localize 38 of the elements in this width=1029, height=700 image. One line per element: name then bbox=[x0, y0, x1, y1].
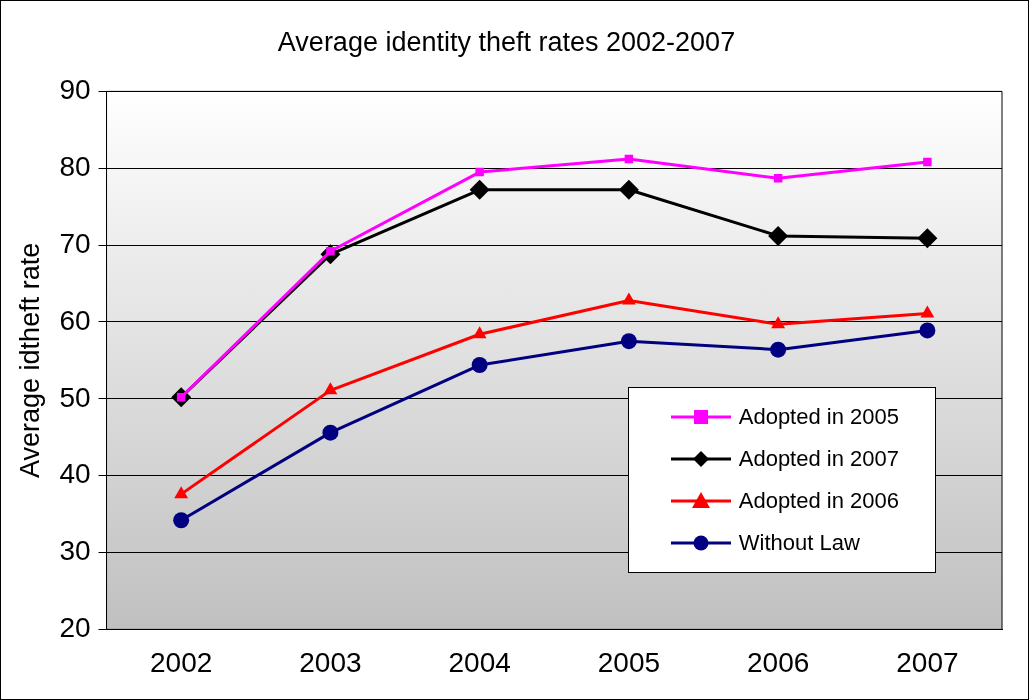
point bbox=[475, 167, 484, 177]
chart-title: Average identity theft rates 2002-2007 bbox=[277, 26, 736, 57]
legend-label: Adopted in 2005 bbox=[738, 404, 899, 430]
point bbox=[920, 305, 935, 318]
point bbox=[923, 157, 932, 167]
legend-label: Adopted in 2006 bbox=[738, 488, 899, 514]
point bbox=[174, 486, 189, 499]
x-tick-label: 2002 bbox=[150, 646, 213, 678]
x-tick-label: 2004 bbox=[448, 646, 511, 678]
y-axis-title: Average idtheft rate bbox=[14, 242, 45, 478]
legend-label: Without Law bbox=[738, 530, 860, 556]
y-tick-label: 80 bbox=[59, 150, 91, 182]
x-tick-label: 2006 bbox=[746, 646, 810, 678]
y-tick-label: 60 bbox=[59, 304, 91, 336]
point bbox=[471, 357, 488, 374]
point bbox=[771, 316, 786, 329]
legend-label: Adopted in 2007 bbox=[738, 446, 899, 472]
point bbox=[322, 424, 339, 441]
point bbox=[323, 382, 338, 395]
x-tick-label: 2005 bbox=[597, 646, 661, 678]
y-tick-label: 30 bbox=[59, 535, 91, 567]
point bbox=[620, 333, 637, 350]
point bbox=[472, 326, 487, 339]
y-tick-label: 40 bbox=[59, 458, 91, 490]
y-tick-label: 70 bbox=[59, 227, 91, 259]
point bbox=[618, 179, 639, 200]
point bbox=[770, 341, 787, 358]
point bbox=[469, 179, 490, 200]
x-tick-label: 2003 bbox=[299, 646, 362, 678]
point bbox=[173, 512, 190, 529]
point bbox=[768, 225, 789, 246]
point bbox=[917, 228, 938, 249]
point bbox=[919, 322, 936, 339]
y-tick-label: 20 bbox=[59, 612, 91, 644]
point bbox=[621, 292, 636, 305]
x-tick-label: 2007 bbox=[896, 646, 959, 678]
y-tick-label: 90 bbox=[59, 74, 91, 106]
y-tick-label: 50 bbox=[59, 381, 91, 413]
